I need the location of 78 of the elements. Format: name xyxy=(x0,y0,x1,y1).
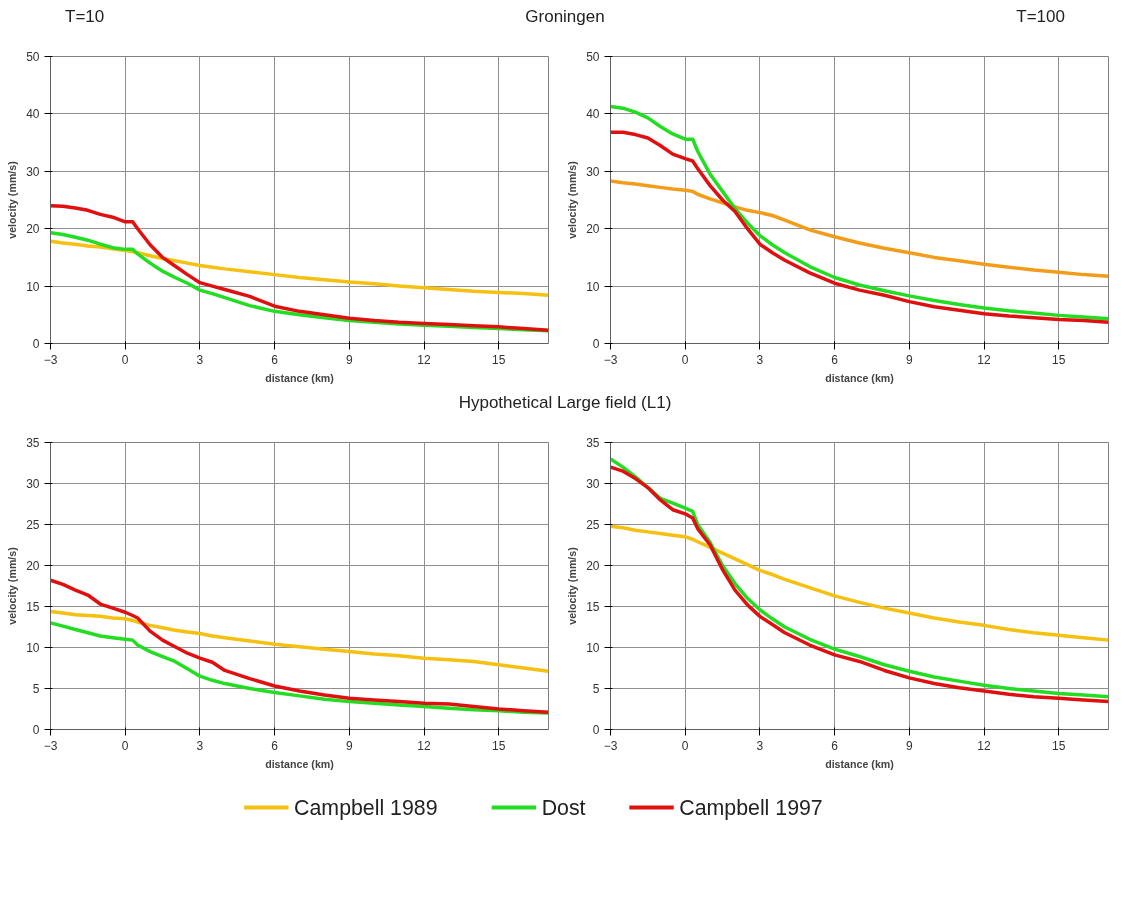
x-tick-label: −3 xyxy=(603,352,618,367)
y-tick-label: 5 xyxy=(592,682,600,696)
x-tick-label: 9 xyxy=(905,738,913,753)
y-tick-label: 35 xyxy=(586,436,600,450)
y-tick-label: 10 xyxy=(26,279,40,294)
x-axis-title: distance (km) xyxy=(825,757,895,770)
chart-title: Groningen xyxy=(524,6,606,28)
x-tick-label: 12 xyxy=(417,738,431,753)
x-tick-label: 15 xyxy=(1052,352,1066,367)
chart-subtitle: T=100 xyxy=(1015,6,1065,28)
y-tick-label: 10 xyxy=(26,641,40,655)
y-tick-label: 40 xyxy=(26,107,40,122)
x-tick-label: 0 xyxy=(681,352,689,367)
x-tick-label: 3 xyxy=(756,352,764,367)
y-tick-label: 10 xyxy=(586,641,600,655)
x-axis-title: distance (km) xyxy=(825,371,895,384)
y-axis-title: velocity (mm/s) xyxy=(566,160,579,239)
y-tick-label: 35 xyxy=(26,436,40,450)
x-tick-label: 12 xyxy=(977,352,991,367)
y-axis-title: velocity (mm/s) xyxy=(566,546,579,625)
y-tick-label: 40 xyxy=(586,107,600,122)
y-axis-title: velocity (mm/s) xyxy=(6,160,19,239)
y-tick-label: 0 xyxy=(592,723,600,737)
x-tick-label: −3 xyxy=(43,738,58,753)
line-series xyxy=(610,179,1109,279)
y-tick-label: 10 xyxy=(586,279,600,294)
x-tick-label: 0 xyxy=(121,738,129,753)
y-tick-label: 15 xyxy=(26,600,40,614)
x-tick-label: 9 xyxy=(905,352,913,367)
y-tick-label: 30 xyxy=(586,164,600,179)
x-tick-label: 9 xyxy=(345,352,353,367)
x-tick-label: 15 xyxy=(492,738,506,753)
y-tick-label: 30 xyxy=(26,477,40,491)
y-tick-label: 25 xyxy=(586,518,600,532)
x-tick-label: 3 xyxy=(756,738,764,753)
x-tick-label: 6 xyxy=(271,352,279,367)
y-tick-label: 30 xyxy=(586,477,600,491)
x-axis-title: distance (km) xyxy=(265,371,335,384)
x-tick-label: −3 xyxy=(603,738,618,753)
x-tick-label: 6 xyxy=(831,352,839,367)
y-axis-title: velocity (mm/s) xyxy=(6,546,19,625)
x-tick-label: 12 xyxy=(977,738,991,753)
legend-label: Campbell 1989 xyxy=(294,795,438,820)
y-tick-label: 20 xyxy=(586,559,600,573)
x-tick-label: 15 xyxy=(492,352,506,367)
line-series xyxy=(50,203,549,333)
chart-title: Hypothetical Large field (L1) xyxy=(457,392,673,414)
y-tick-label: 25 xyxy=(26,518,40,532)
x-tick-label: 9 xyxy=(345,738,353,753)
line-series xyxy=(50,578,549,715)
x-tick-label: 12 xyxy=(417,352,431,367)
y-tick-label: 20 xyxy=(586,222,600,237)
x-axis-title: distance (km) xyxy=(265,757,335,770)
x-tick-label: 3 xyxy=(196,738,204,753)
line-series xyxy=(610,524,1109,642)
y-tick-label: 20 xyxy=(26,559,40,573)
y-tick-label: 50 xyxy=(586,50,600,64)
y-tick-label: 50 xyxy=(26,50,40,64)
y-tick-label: 0 xyxy=(32,337,40,351)
y-tick-label: 0 xyxy=(592,337,600,351)
line-series xyxy=(50,621,549,715)
y-tick-label: 0 xyxy=(32,723,40,737)
y-tick-label: 20 xyxy=(26,222,40,237)
x-tick-label: 0 xyxy=(121,352,129,367)
x-tick-label: 6 xyxy=(271,738,279,753)
line-series xyxy=(50,609,549,674)
x-tick-label: 3 xyxy=(196,352,204,367)
line-series xyxy=(50,239,549,298)
chart-subtitle: T=10 xyxy=(65,6,106,28)
x-tick-label: 15 xyxy=(1052,738,1066,753)
legend-label: Dost xyxy=(541,795,586,820)
y-tick-label: 30 xyxy=(26,164,40,179)
x-tick-label: −3 xyxy=(43,352,58,367)
legend-label: Campbell 1997 xyxy=(679,795,823,820)
x-tick-label: 0 xyxy=(681,738,689,753)
y-tick-label: 15 xyxy=(586,600,600,614)
y-tick-label: 5 xyxy=(32,682,40,696)
x-tick-label: 6 xyxy=(831,738,839,753)
